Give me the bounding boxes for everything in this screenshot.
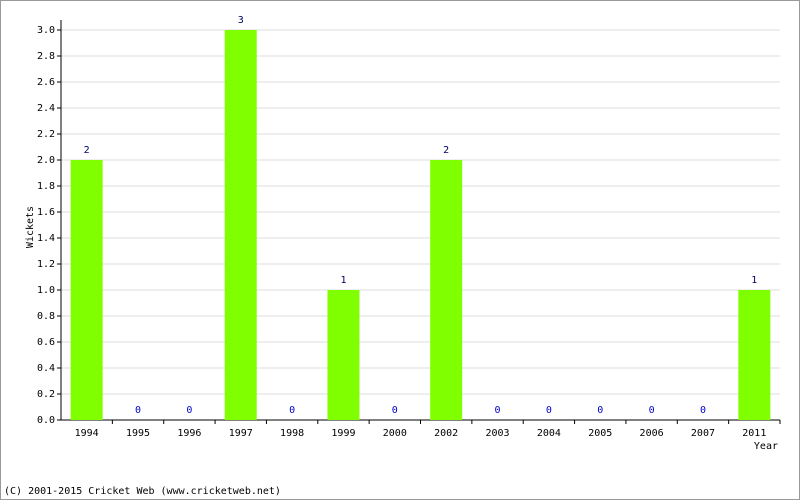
y-tick-label: 2.0 bbox=[37, 155, 55, 166]
x-tick-label: 1994 bbox=[75, 428, 99, 439]
value-label: 0 bbox=[546, 405, 552, 416]
y-tick-label: 0.8 bbox=[37, 311, 55, 322]
y-tick-label: 0.6 bbox=[37, 337, 55, 348]
value-label: 0 bbox=[649, 405, 655, 416]
bar bbox=[738, 290, 771, 420]
value-label: 0 bbox=[392, 405, 398, 416]
value-label: 3 bbox=[238, 15, 244, 26]
x-tick-label: 2004 bbox=[537, 428, 561, 439]
y-tick-label: 2.2 bbox=[37, 129, 55, 140]
y-tick-label: 2.8 bbox=[37, 51, 55, 62]
bar bbox=[70, 160, 103, 420]
y-tick-label: 0.2 bbox=[37, 389, 55, 400]
value-label: 2 bbox=[443, 145, 449, 156]
value-label: 1 bbox=[340, 275, 346, 286]
x-tick-label: 1998 bbox=[280, 428, 304, 439]
bar bbox=[224, 30, 257, 420]
value-label: 2 bbox=[84, 145, 90, 156]
bar bbox=[327, 290, 360, 420]
footer: (C) 2001-2015 Cricket Web (www.cricketwe… bbox=[4, 486, 281, 497]
y-tick-label: 2.4 bbox=[37, 103, 55, 114]
y-tick-label: 1.2 bbox=[37, 259, 55, 270]
x-tick-label: 2000 bbox=[383, 428, 407, 439]
y-tick-label: 0.0 bbox=[37, 415, 55, 426]
x-tick-label: 2006 bbox=[640, 428, 664, 439]
x-tick-label: 2003 bbox=[485, 428, 509, 439]
value-label: 0 bbox=[495, 405, 501, 416]
y-tick-label: 1.8 bbox=[37, 181, 55, 192]
y-axis-label: Wickets bbox=[25, 206, 36, 248]
y-tick-label: 1.6 bbox=[37, 207, 55, 218]
value-label: 1 bbox=[751, 275, 757, 286]
x-tick-label: 1995 bbox=[126, 428, 150, 439]
x-tick-label: 1999 bbox=[331, 428, 355, 439]
x-tick-label: 2002 bbox=[434, 428, 458, 439]
y-tick-label: 2.6 bbox=[37, 77, 55, 88]
bar bbox=[430, 160, 463, 420]
y-tick-label: 0.4 bbox=[37, 363, 55, 374]
x-tick-label: 2005 bbox=[588, 428, 612, 439]
x-tick-label: 2007 bbox=[691, 428, 715, 439]
value-label: 0 bbox=[700, 405, 706, 416]
y-tick-label: 1.4 bbox=[37, 233, 55, 244]
x-tick-label: 2011 bbox=[742, 428, 766, 439]
value-label: 0 bbox=[597, 405, 603, 416]
y-tick-label: 1.0 bbox=[37, 285, 55, 296]
x-axis-label: Year bbox=[754, 441, 778, 452]
x-tick-label: 1996 bbox=[177, 428, 201, 439]
x-tick-label: 1997 bbox=[229, 428, 253, 439]
value-label: 0 bbox=[186, 405, 192, 416]
y-tick-label: 3.0 bbox=[37, 25, 55, 36]
value-label: 0 bbox=[135, 405, 141, 416]
value-label: 0 bbox=[289, 405, 295, 416]
